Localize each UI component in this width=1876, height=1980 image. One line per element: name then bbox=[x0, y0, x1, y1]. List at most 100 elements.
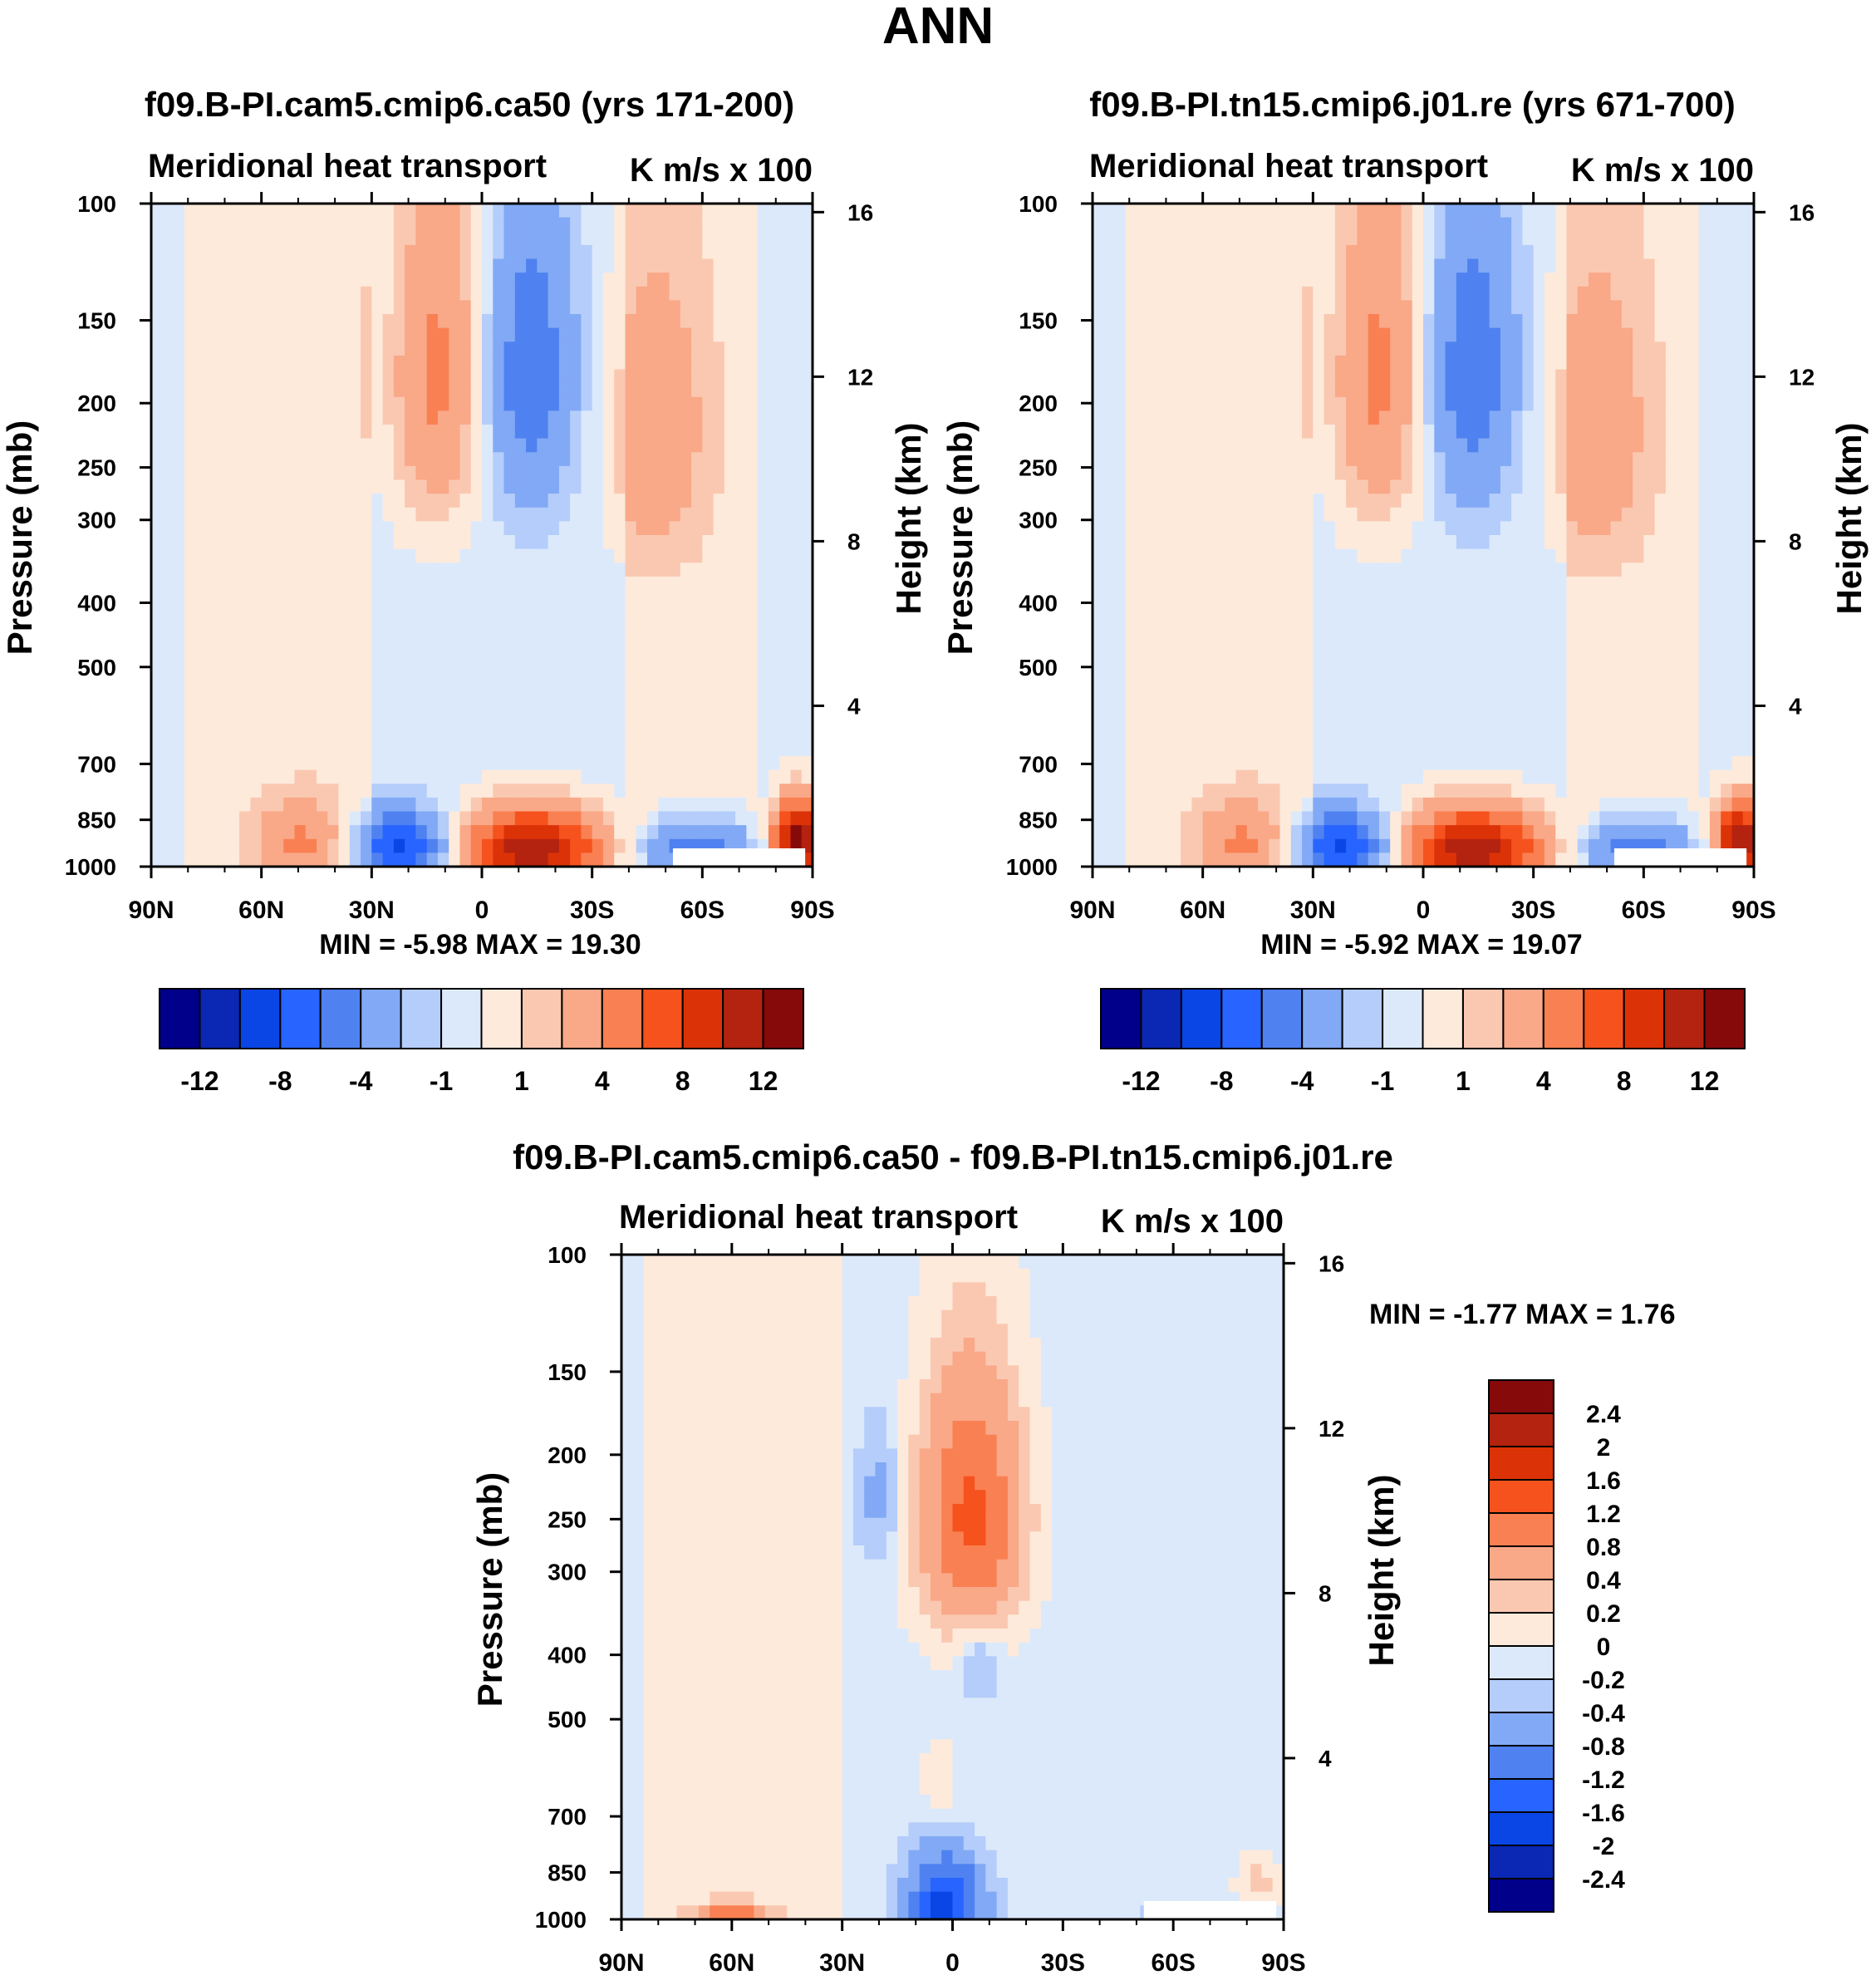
contour-cell bbox=[1158, 617, 1171, 632]
contour-cell bbox=[239, 355, 251, 371]
contour-cell bbox=[151, 425, 163, 440]
contour-cell bbox=[1357, 590, 1369, 605]
contour-cell bbox=[283, 231, 296, 246]
contour-cell bbox=[1478, 314, 1490, 329]
contour-cell bbox=[713, 742, 725, 757]
contour-cell bbox=[1368, 825, 1380, 840]
contour-cell bbox=[647, 700, 659, 715]
contour-cell bbox=[1533, 535, 1545, 550]
contour-cell bbox=[757, 784, 769, 798]
contour-cell bbox=[592, 452, 604, 467]
contour-cell bbox=[1368, 673, 1380, 688]
contour-cell bbox=[1279, 700, 1292, 715]
contour-cell bbox=[1158, 700, 1171, 715]
contour-cell bbox=[1147, 341, 1160, 356]
contour-cell bbox=[382, 811, 395, 826]
contour-cell bbox=[195, 286, 207, 301]
contour-cell bbox=[1290, 852, 1303, 867]
contour-cell bbox=[636, 756, 648, 771]
contour-cell bbox=[217, 673, 229, 688]
contour-cell bbox=[405, 852, 416, 867]
contour-cell bbox=[250, 341, 263, 356]
contour-cell bbox=[1213, 576, 1225, 592]
contour-cell bbox=[592, 646, 604, 661]
contour-cell bbox=[349, 410, 361, 425]
contour-cell bbox=[283, 756, 296, 771]
contour-cell bbox=[1246, 231, 1259, 246]
contour-cell bbox=[1334, 646, 1347, 661]
contour-cell bbox=[371, 273, 384, 287]
contour-cell bbox=[162, 494, 174, 509]
contour-cell bbox=[184, 425, 196, 440]
contour-cell bbox=[680, 604, 692, 619]
contour-cell bbox=[592, 341, 604, 356]
contour-cell bbox=[1290, 355, 1303, 371]
contour-cell bbox=[393, 231, 405, 246]
contour-cell bbox=[625, 742, 637, 757]
contour-cell bbox=[768, 659, 780, 674]
contour-cell bbox=[361, 369, 372, 384]
contour-cell bbox=[1125, 590, 1137, 605]
contour-cell bbox=[261, 396, 273, 411]
contour-cell bbox=[1334, 590, 1347, 605]
contour-cell bbox=[746, 494, 759, 509]
contour-cell bbox=[548, 369, 560, 384]
contour-cell bbox=[1213, 659, 1225, 674]
contour-cell bbox=[217, 410, 229, 425]
contour-cell bbox=[405, 465, 416, 481]
contour-cell bbox=[746, 521, 759, 536]
contour-cell bbox=[1357, 314, 1369, 329]
contour-cell bbox=[614, 659, 626, 674]
contour-cell bbox=[228, 617, 240, 632]
contour-cell bbox=[449, 673, 461, 688]
contour-cell bbox=[1544, 273, 1556, 287]
contour-cell bbox=[349, 231, 361, 246]
contour-cell bbox=[250, 797, 263, 813]
contour-cell bbox=[349, 797, 361, 813]
contour-cell bbox=[162, 797, 174, 813]
contour-cell bbox=[1279, 355, 1292, 371]
contour-cell bbox=[779, 756, 792, 771]
contour-cell bbox=[1235, 507, 1248, 522]
contour-cell bbox=[1423, 273, 1435, 287]
contour-cell bbox=[294, 576, 307, 592]
contour-cell bbox=[217, 438, 229, 453]
contour-cell bbox=[173, 286, 185, 301]
contour-cell bbox=[482, 742, 494, 757]
contour-cell bbox=[1511, 617, 1523, 632]
contour-cell bbox=[493, 769, 505, 784]
contour-cell bbox=[261, 686, 273, 702]
contour-cell bbox=[470, 784, 483, 798]
contour-cell bbox=[493, 852, 505, 867]
contour-cell bbox=[724, 327, 736, 342]
contour-cell bbox=[647, 327, 659, 342]
contour-cell bbox=[1225, 631, 1237, 646]
contour-cell bbox=[801, 396, 813, 411]
contour-cell bbox=[1368, 563, 1380, 577]
contour-cell bbox=[1302, 438, 1314, 453]
contour-cell bbox=[493, 784, 505, 798]
contour-cell bbox=[625, 425, 637, 440]
contour-cell bbox=[768, 797, 780, 813]
contour-cell bbox=[1346, 204, 1358, 219]
contour-cell bbox=[1544, 452, 1556, 467]
contour-cell bbox=[1125, 273, 1137, 287]
contour-cell bbox=[239, 217, 251, 232]
contour-cell bbox=[426, 563, 439, 577]
contour-cell bbox=[1522, 535, 1535, 550]
contour-cell bbox=[217, 784, 229, 798]
contour-cell bbox=[217, 314, 229, 329]
contour-cell bbox=[1290, 686, 1303, 702]
contour-cell bbox=[526, 852, 538, 867]
contour-cell bbox=[1093, 646, 1104, 661]
contour-cell bbox=[239, 742, 251, 757]
contour-cell bbox=[1269, 852, 1281, 867]
contour-cell bbox=[1511, 452, 1523, 467]
contour-cell bbox=[680, 204, 692, 219]
contour-cell bbox=[1147, 425, 1160, 440]
contour-cell bbox=[426, 659, 439, 674]
contour-cell bbox=[548, 286, 560, 301]
contour-cell bbox=[393, 479, 405, 494]
contour-cell bbox=[1346, 425, 1358, 440]
contour-cell bbox=[503, 327, 516, 342]
